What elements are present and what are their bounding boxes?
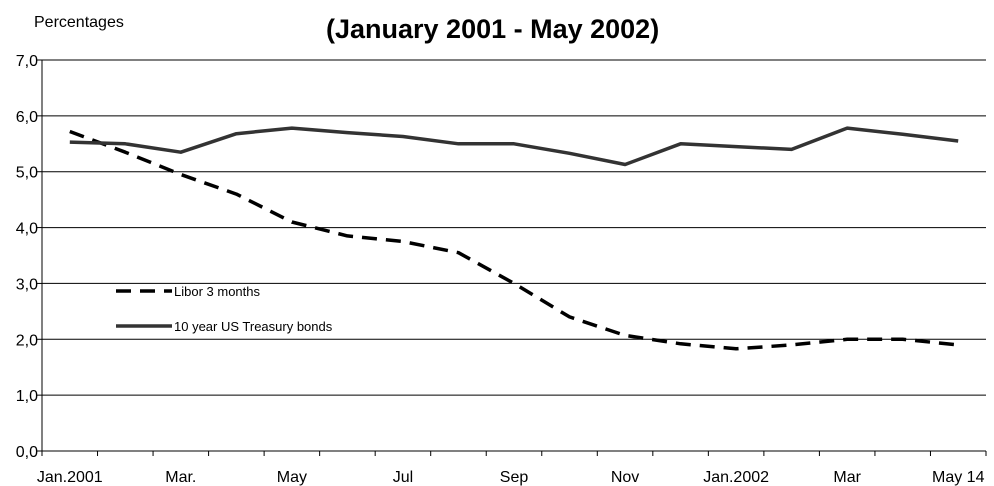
x-tick-label: Mar.: [165, 469, 196, 486]
grid-lines: [42, 59, 986, 396]
y-tick-label: 0,0: [16, 444, 38, 461]
series-line-libor: [69, 129, 959, 351]
x-tick-label: Nov: [611, 469, 639, 486]
series-line-treasury: [69, 126, 959, 167]
x-tick-label: Jan.2001: [37, 469, 103, 486]
x-tick-label: Mar: [833, 469, 861, 486]
x-tick-label: Jan.2002: [703, 469, 769, 486]
y-tick-label: 2,0: [16, 332, 38, 349]
x-tick-label: Jul: [393, 469, 413, 486]
y-tick-label: 3,0: [16, 276, 38, 293]
series-layer: [69, 126, 959, 351]
y-tick-label: 4,0: [16, 221, 38, 238]
legend-label: 10 year US Treasury bonds: [174, 319, 333, 334]
y-tick-label: 5,0: [16, 165, 38, 182]
x-tick-label: Sep: [500, 469, 529, 486]
x-tick-label: May: [277, 469, 307, 486]
legend: Libor 3 months 10 year US Treasury bonds: [116, 284, 333, 334]
axes: 0,0 1,0 2,0 3,0 4,0 5,0 6,0 7,0 Jan.2001 Mar. May J…: [16, 53, 987, 486]
chart-title: (January 2001 - May 2002): [326, 14, 660, 44]
y-axis-unit-label: Percentages: [34, 14, 124, 31]
y-tick-label: 6,0: [16, 109, 38, 126]
x-tick-label: May 14: [932, 469, 985, 486]
y-tick-label: 7,0: [16, 53, 38, 70]
y-tick-label: 1,0: [16, 388, 38, 405]
legend-label: Libor 3 months: [174, 284, 260, 299]
